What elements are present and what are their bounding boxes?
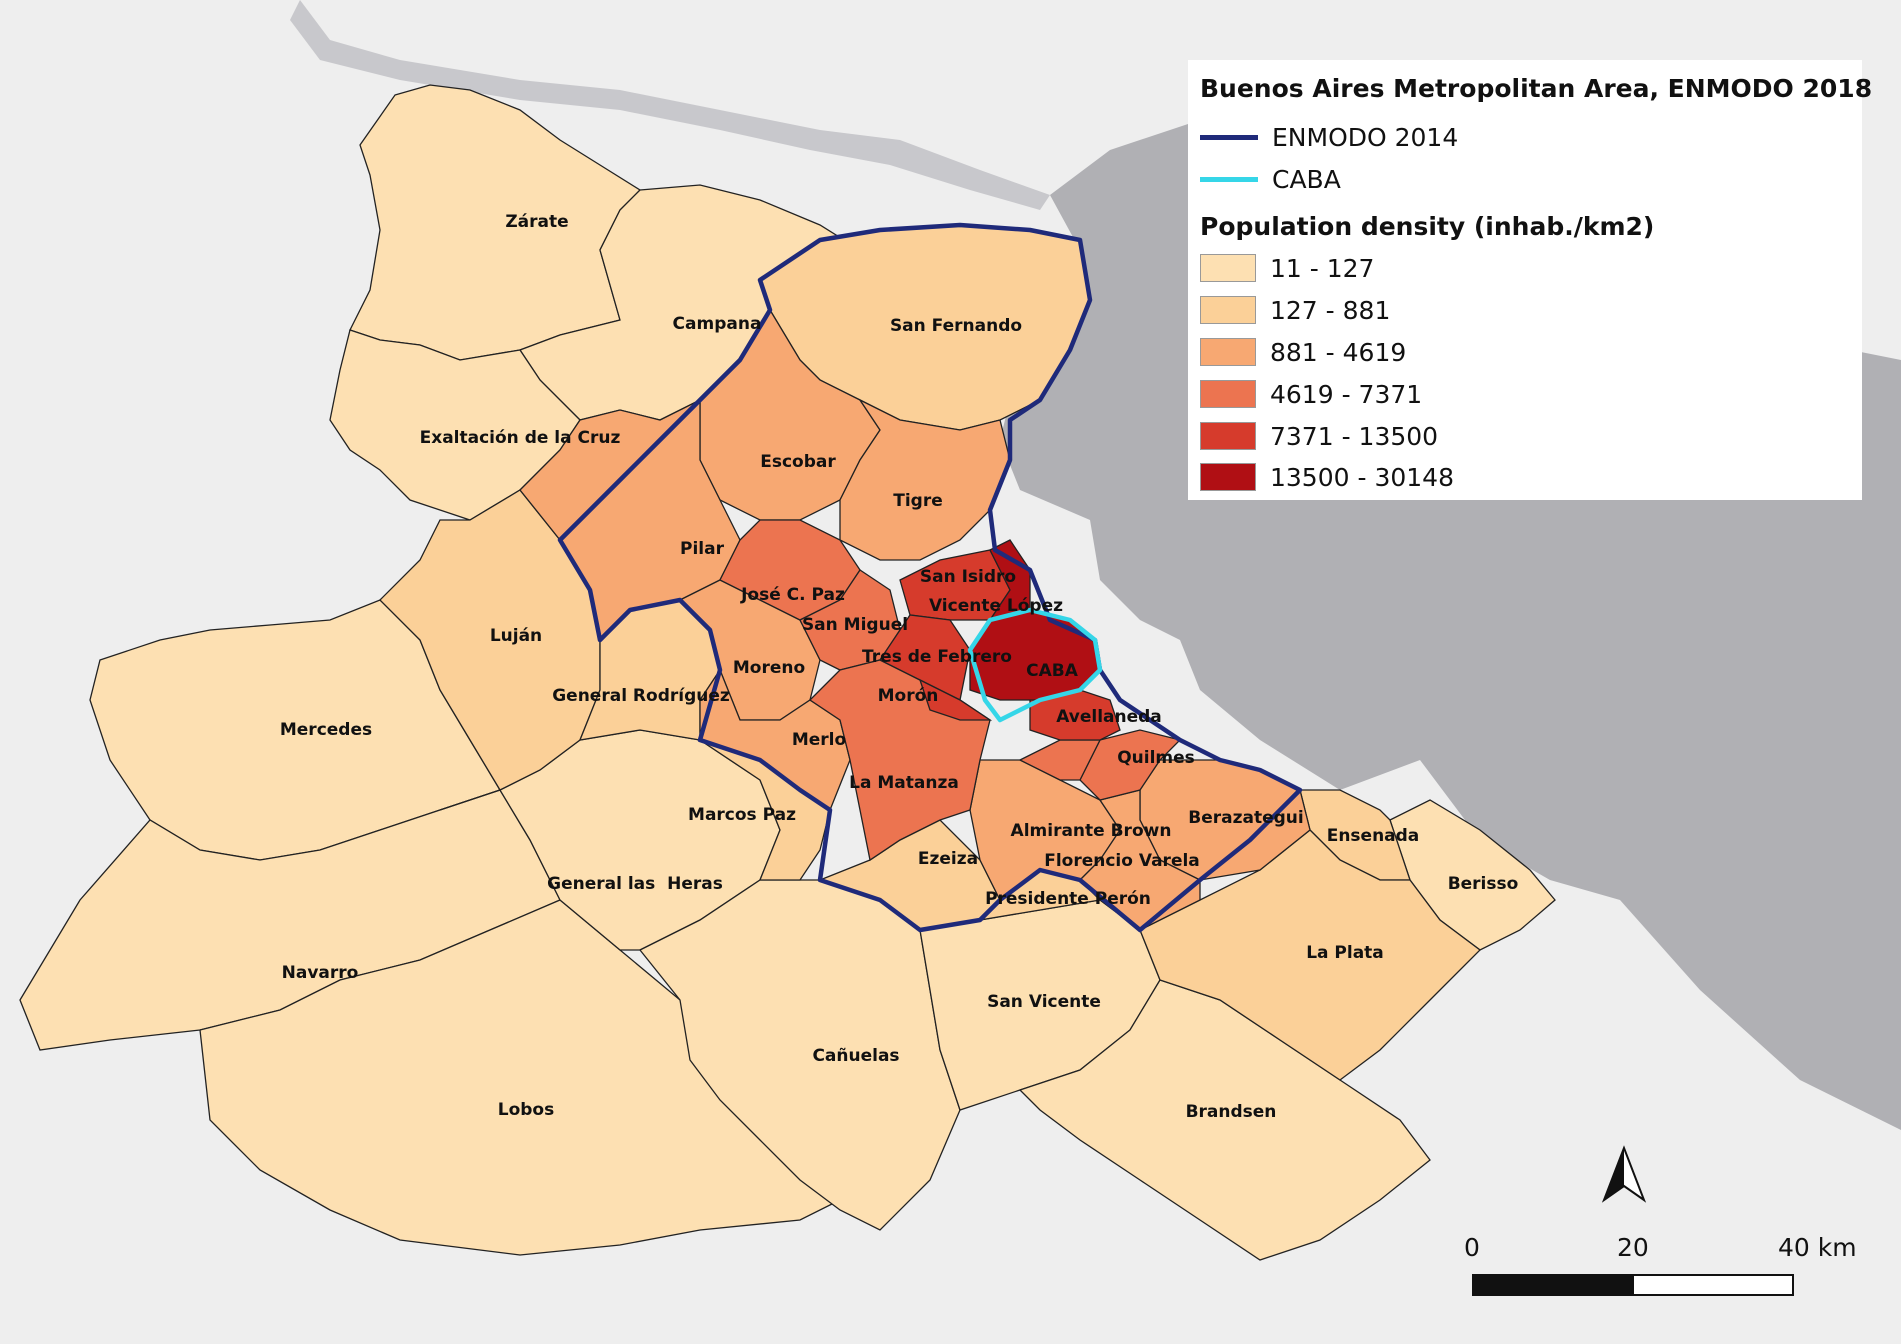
- district-canuelas: [638, 879, 961, 1231]
- scale-label-0: 0: [1464, 1233, 1480, 1262]
- legend-panel: Buenos Aires Metropolitan Area, ENMODO 2…: [1188, 60, 1872, 500]
- label-navarro: Navarro: [282, 963, 359, 983]
- legend-swatch-5: [1200, 422, 1256, 450]
- label-general-las-heras: General las Heras: [547, 874, 723, 894]
- label-almirante-brown: Almirante Brown: [1011, 821, 1172, 841]
- legend-class-3: 881 - 4619: [1200, 337, 1406, 367]
- label-moron: Morón: [878, 686, 939, 706]
- label-tres-de-febrero: Tres de Febrero: [862, 647, 1012, 667]
- districts-medium-density: [519, 308, 1311, 931]
- label-avellaneda: Avellaneda: [1056, 707, 1162, 727]
- label-brandsen: Brandsen: [1186, 1102, 1277, 1122]
- label-san-isidro: San Isidro: [920, 567, 1016, 587]
- legend-line-swatch-caba: [1200, 176, 1258, 182]
- scale-bar: [1472, 1274, 1794, 1296]
- label-ensenada: Ensenada: [1327, 826, 1420, 846]
- label-florencio-varela: Florencio Varela: [1044, 851, 1200, 871]
- districts-max-density: [969, 539, 1101, 701]
- scale-bar-black-segment: [1472, 1274, 1634, 1296]
- scale-label-40: 40 km: [1778, 1233, 1857, 1262]
- north-arrow-icon: [1601, 1145, 1647, 1203]
- district-zarate: [349, 84, 642, 361]
- label-san-miguel: San Miguel: [802, 615, 908, 635]
- district-quilmes: [1079, 729, 1182, 801]
- district-moron: [918, 678, 993, 721]
- legend-class-label-3: 881 - 4619: [1270, 337, 1407, 367]
- label-escobar: Escobar: [760, 452, 836, 472]
- legend-class-5: 7371 - 13500: [1200, 421, 1438, 451]
- legend-class-label-5: 7371 - 13500: [1270, 421, 1439, 451]
- legend-class-2: 127 - 881: [1200, 295, 1390, 325]
- legend-class-label-4: 4619 - 7371: [1270, 379, 1423, 409]
- label-ezeiza: Ezeiza: [918, 849, 978, 869]
- district-florencio-varela: [1079, 789, 1201, 931]
- legend-class-4: 4619 - 7371: [1200, 379, 1422, 409]
- districts-very-high-density: [879, 549, 1121, 741]
- district-avellaneda: [1029, 689, 1121, 741]
- label-berisso: Berisso: [1448, 874, 1519, 894]
- legend-swatch-2: [1200, 296, 1256, 324]
- label-campana: Campana: [673, 314, 762, 334]
- legend-line-swatch-enmodo: [1200, 134, 1258, 140]
- map-title: Buenos Aires Metropolitan Area, ENMODO 2…: [1200, 74, 1873, 103]
- districts-low-density: [19, 84, 1556, 1261]
- legend-class-6: 13500 - 30148: [1200, 462, 1454, 492]
- label-la-matanza: La Matanza: [849, 773, 959, 793]
- district-labels: Zárate Campana San Fernando Exaltación d…: [280, 212, 1518, 1122]
- label-mercedes: Mercedes: [280, 720, 372, 740]
- enmodo-2014-boundary: [557, 222, 1303, 933]
- legend-swatch-1: [1200, 254, 1256, 282]
- legend-swatch-4: [1200, 380, 1256, 408]
- label-lujan: Luján: [490, 626, 542, 646]
- label-zarate: Zárate: [505, 212, 568, 232]
- district-lomas: [1018, 739, 1102, 781]
- label-exaltacion: Exaltación de la Cruz: [420, 428, 621, 448]
- label-lobos: Lobos: [498, 1100, 554, 1120]
- legend-line-label-caba: CABA: [1272, 164, 1341, 194]
- legend-swatch-3: [1200, 338, 1256, 366]
- label-berazategui: Berazategui: [1188, 808, 1303, 828]
- parana-delta-river: [290, 0, 1050, 210]
- label-general-rodriguez: General Rodríguez: [552, 686, 730, 706]
- label-merlo: Merlo: [792, 730, 846, 750]
- legend-class-label-1: 11 - 127: [1270, 253, 1375, 283]
- district-tigre: [839, 398, 1011, 561]
- label-caba: CABA: [1026, 661, 1079, 681]
- scale-bar-white-segment: [1632, 1274, 1794, 1296]
- label-marcos-paz: Marcos Paz: [688, 805, 796, 825]
- label-vicente-lopez: Vicente López: [929, 596, 1063, 616]
- scale-label-20: 20: [1617, 1233, 1649, 1262]
- district-brandsen: [1018, 979, 1431, 1261]
- legend-class-1: 11 - 127: [1200, 253, 1374, 283]
- label-presidente-peron: Presidente Perón: [985, 889, 1151, 909]
- label-pilar: Pilar: [680, 539, 725, 559]
- districts-high-density: [719, 519, 1182, 862]
- label-tigre: Tigre: [893, 491, 943, 511]
- caba-outline: [967, 607, 1103, 723]
- label-quilmes: Quilmes: [1117, 748, 1195, 768]
- legend-density-title: Population density (inhab./km2): [1200, 212, 1655, 241]
- label-san-vicente: San Vicente: [987, 992, 1101, 1012]
- legend-line-enmodo-2014: ENMODO 2014: [1200, 122, 1458, 152]
- legend-line-label-enmodo: ENMODO 2014: [1272, 122, 1459, 152]
- legend-swatch-6: [1200, 463, 1256, 491]
- label-moreno: Moreno: [733, 658, 805, 678]
- label-san-fernando: San Fernando: [890, 316, 1022, 336]
- legend-class-label-2: 127 - 881: [1270, 295, 1391, 325]
- legend-line-caba: CABA: [1200, 164, 1341, 194]
- legend-class-label-6: 13500 - 30148: [1270, 462, 1454, 492]
- label-la-plata: La Plata: [1306, 943, 1384, 963]
- label-jose-c-paz: José C. Paz: [740, 585, 845, 605]
- label-canuelas: Cañuelas: [812, 1046, 899, 1066]
- districts-medium-low-density: [379, 224, 1481, 1081]
